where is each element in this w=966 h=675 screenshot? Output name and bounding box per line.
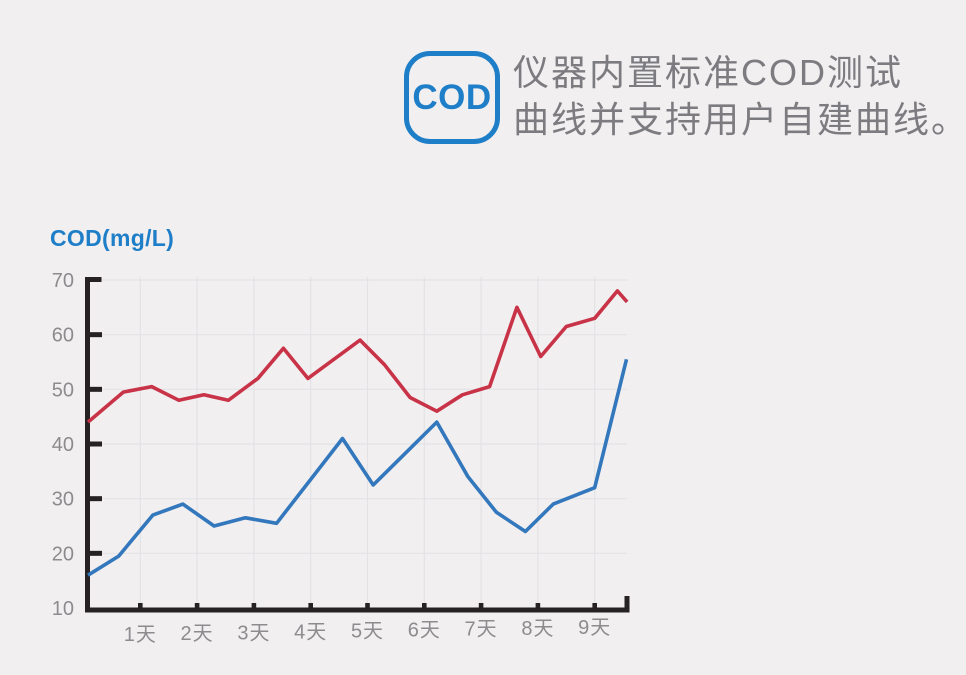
y-axis-tick-label: 20: [52, 543, 74, 565]
x-axis-tick-label: 5天: [351, 621, 384, 643]
y-axis-tick-label: 10: [52, 598, 74, 620]
x-axis-tick-label: 1天: [124, 624, 157, 646]
x-axis-tick-label: 7天: [465, 619, 498, 641]
x-axis-tick-label: 6天: [408, 620, 441, 642]
cod-badge-icon: COD: [404, 51, 500, 144]
series-blue-line: [87, 358, 629, 577]
x-axis-tick-label: 9天: [578, 617, 611, 639]
cod-badge-label: COD: [412, 77, 492, 117]
x-axis-tick-label: 3天: [237, 622, 270, 644]
chart-y-axis-title: COD(mg/L): [50, 225, 175, 251]
x-axis-tick-label: 2天: [181, 623, 214, 645]
headline-line2: 曲线并支持用户自建曲线。: [513, 99, 966, 140]
x-axis-tick-label: 8天: [521, 618, 554, 640]
headline: 仪器内置标准COD测试 曲线并支持用户自建曲线。: [513, 49, 966, 143]
y-axis-tick-label: 40: [52, 434, 74, 456]
y-axis-tick-label: 60: [52, 325, 74, 347]
x-axis-tick-label: 4天: [294, 621, 327, 643]
y-axis-tick-label: 30: [52, 489, 74, 511]
series-red-line: [86, 289, 629, 424]
y-axis-tick-label: 50: [52, 379, 74, 401]
headline-line1: 仪器内置标准COD测试: [513, 52, 903, 93]
y-axis-tick-label: 70: [52, 270, 74, 292]
